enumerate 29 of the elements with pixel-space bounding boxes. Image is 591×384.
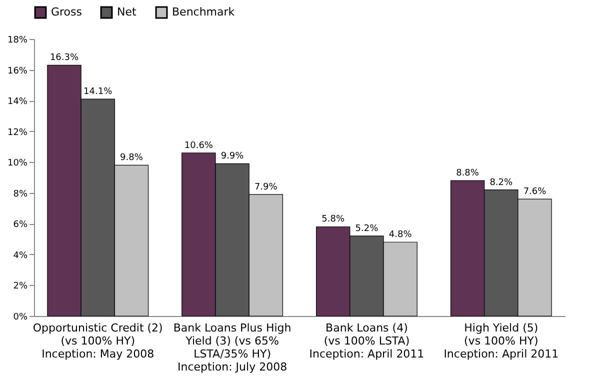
data-label: 8.8%	[456, 168, 480, 179]
x-tick-label: Bank Loans Plus High Yield (3) (vs 65% LSTA/35% HY) Inception: July 2008	[173, 322, 292, 374]
data-label: 8.2%	[490, 178, 514, 188]
legend-label: Gross	[51, 6, 82, 19]
y-tick-label: 12%	[7, 128, 28, 138]
y-tick-label: 0%	[13, 312, 28, 322]
y-tick-label: 16%	[7, 66, 28, 76]
data-label: 7.6%	[523, 187, 547, 198]
data-label: 16.3%	[50, 53, 79, 64]
legend-label: Net	[117, 6, 137, 19]
data-label: 10.6%	[184, 140, 214, 151]
data-label: 5.8%	[322, 214, 345, 225]
y-tick-label: 10%	[7, 158, 28, 169]
data-label: 4.8%	[388, 230, 412, 240]
y-tick-label: 4%	[13, 250, 28, 261]
data-label: 9.9%	[220, 152, 244, 162]
data-label: 7.9%	[254, 182, 278, 192]
y-tick-label: 14%	[7, 97, 28, 108]
y-tick-label: 18%	[7, 36, 28, 46]
data-label: 14.1%	[84, 87, 113, 98]
y-tick-label: 2%	[13, 282, 28, 292]
data-label: 9.8%	[120, 153, 144, 164]
x-tick-label: Bank Loans (4) (vs 100% LSTA) Inception: April 2011	[309, 322, 424, 360]
y-tick-label: 6%	[13, 220, 28, 230]
x-tick-label: High Yield (5) (vs 100% HY) Inception: April 2011	[444, 322, 559, 360]
data-label: 5.2%	[355, 224, 379, 234]
y-tick-label: 8%	[13, 189, 28, 200]
legend-label: Benchmark	[172, 6, 236, 19]
x-tick-label: Opportunistic Credit (2) (vs 100% HY) Inception: May 2008	[32, 322, 163, 360]
